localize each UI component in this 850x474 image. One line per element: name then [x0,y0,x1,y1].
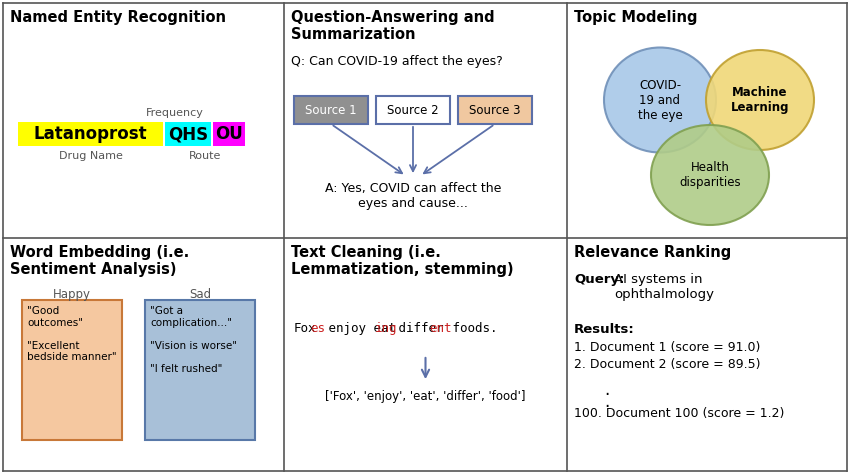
Text: "Good
outcomes"

"Excellent
bedside manner": "Good outcomes" "Excellent bedside manne… [27,306,116,363]
Ellipse shape [651,125,769,225]
Text: Machine
Learning: Machine Learning [731,86,790,114]
FancyBboxPatch shape [376,96,450,124]
Text: enjoy eat: enjoy eat [321,322,396,335]
Text: ing: ing [375,322,398,335]
FancyBboxPatch shape [18,122,163,146]
Ellipse shape [604,47,716,153]
Text: Sad: Sad [189,288,211,301]
Text: Named Entity Recognition: Named Entity Recognition [10,10,226,25]
Text: Word Embedding (i.e.
Sentiment Analysis): Word Embedding (i.e. Sentiment Analysis) [10,245,190,277]
Text: Results:: Results: [574,323,635,336]
Text: .: . [604,393,609,411]
Text: Happy: Happy [53,288,91,301]
Text: 2. Document 2 (score = 89.5): 2. Document 2 (score = 89.5) [574,358,761,371]
Text: Drug Name: Drug Name [59,151,122,161]
Text: OU: OU [215,125,243,143]
Text: foods.: foods. [445,322,498,335]
Text: differ: differ [391,322,444,335]
Text: Health
disparities: Health disparities [679,161,741,189]
Text: Query:: Query: [574,273,625,286]
FancyBboxPatch shape [145,300,255,440]
Text: Relevance Ranking: Relevance Ranking [574,245,731,260]
Text: Text Cleaning (i.e.
Lemmatization, stemming): Text Cleaning (i.e. Lemmatization, stemm… [291,245,513,277]
Text: A: Yes, COVID can affect the
eyes and cause...: A: Yes, COVID can affect the eyes and ca… [325,182,501,210]
Text: ent: ent [429,322,451,335]
Text: Source 1: Source 1 [305,103,357,117]
Text: Source 2: Source 2 [388,103,439,117]
Text: Q: Can COVID-19 affect the eyes?: Q: Can COVID-19 affect the eyes? [291,55,502,68]
Text: Fox: Fox [294,322,316,335]
FancyBboxPatch shape [458,96,532,124]
Text: Topic Modeling: Topic Modeling [574,10,698,25]
Text: Source 3: Source 3 [469,103,521,117]
Text: 100. Document 100 (score = 1.2): 100. Document 100 (score = 1.2) [574,407,785,420]
Text: 1. Document 1 (score = 91.0): 1. Document 1 (score = 91.0) [574,341,761,354]
Text: ['Fox', 'enjoy', 'eat', 'differ', 'food']: ['Fox', 'enjoy', 'eat', 'differ', 'food'… [326,390,526,403]
Text: .: . [604,381,609,399]
Text: "Got a
complication..."

"Vision is worse"

"I felt rushed": "Got a complication..." "Vision is worse… [150,306,237,374]
Text: AI systems in
ophthalmology: AI systems in ophthalmology [614,273,714,301]
Text: Question-Answering and
Summarization: Question-Answering and Summarization [291,10,495,42]
Text: COVID-
19 and
the eye: COVID- 19 and the eye [638,79,683,121]
FancyBboxPatch shape [213,122,245,146]
Text: Frequency: Frequency [146,108,204,118]
FancyBboxPatch shape [294,96,368,124]
Text: es: es [310,322,326,335]
Ellipse shape [706,50,814,150]
Text: Route: Route [189,151,221,161]
Text: QHS: QHS [168,125,208,143]
Text: Latanoprost: Latanoprost [34,125,147,143]
FancyBboxPatch shape [22,300,122,440]
FancyBboxPatch shape [165,122,211,146]
